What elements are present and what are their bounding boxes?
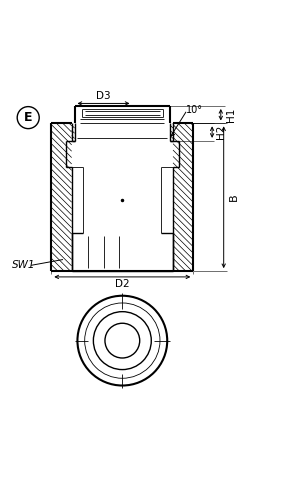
Text: H2: H2 (216, 125, 226, 140)
Text: 10°: 10° (186, 106, 203, 115)
Text: SW1: SW1 (12, 260, 36, 270)
Text: B: B (229, 193, 239, 201)
Text: D2: D2 (115, 279, 130, 289)
Text: D3: D3 (96, 91, 111, 101)
Text: E: E (24, 111, 33, 124)
Text: H1: H1 (226, 107, 236, 122)
